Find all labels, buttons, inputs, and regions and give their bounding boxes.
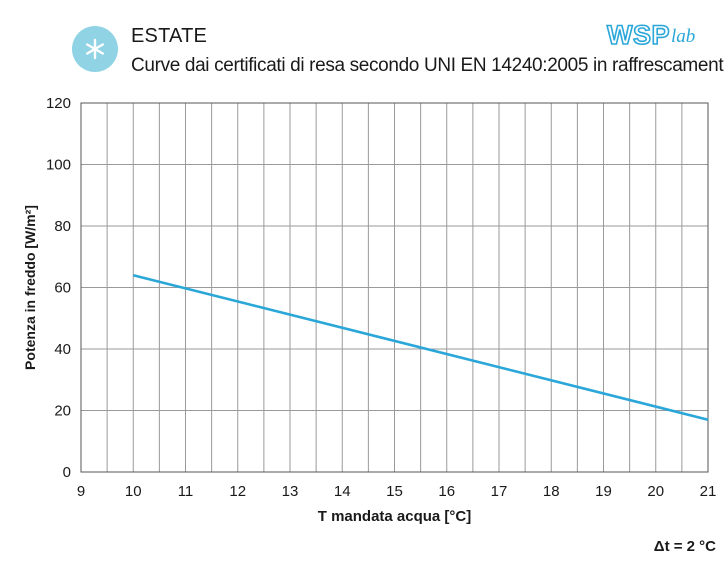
x-tick-label: 9 — [77, 483, 85, 500]
page-subtitle: Curve dai certificati di resa secondo UN… — [131, 55, 724, 76]
y-tick-label: 120 — [46, 95, 71, 112]
x-tick-label: 16 — [438, 483, 455, 500]
series-line — [132, 273, 709, 421]
x-tick-label: 18 — [543, 483, 560, 500]
x-tick-label: 12 — [229, 483, 246, 500]
x-axis-label: T mandata acqua [°C] — [318, 508, 472, 525]
plot-frame — [80, 102, 709, 473]
y-tick-label: 80 — [54, 218, 71, 235]
x-tick-label: 13 — [282, 483, 299, 500]
delta-t-note: Δt = 2 °C — [653, 538, 716, 555]
x-tick-label: 21 — [700, 483, 717, 500]
x-tick-label: 11 — [178, 483, 194, 500]
y-tick-label: 60 — [54, 280, 71, 297]
y-tick-label: 0 — [63, 464, 71, 481]
wsp-lab-logo: WSP lab — [606, 20, 696, 50]
x-tick-label: 14 — [334, 483, 351, 500]
y-axis-label: Potenza in freddo [W/m²] — [22, 205, 38, 370]
snowflake-icon — [85, 38, 105, 60]
page-title: ESTATE — [131, 25, 208, 47]
x-tick-label: 10 — [125, 483, 142, 500]
y-tick-label: 20 — [54, 403, 71, 420]
y-tick-label: 40 — [54, 341, 71, 358]
x-tick-label: 15 — [386, 483, 403, 500]
logo-sub-text: lab — [671, 26, 696, 47]
logo-main-text: WSP — [606, 20, 671, 50]
y-tick-label: 100 — [46, 157, 71, 174]
x-tick-label: 19 — [595, 483, 612, 500]
x-tick-label: 20 — [647, 483, 664, 500]
x-tick-label: 17 — [491, 483, 508, 500]
snowflake-badge — [72, 26, 118, 72]
